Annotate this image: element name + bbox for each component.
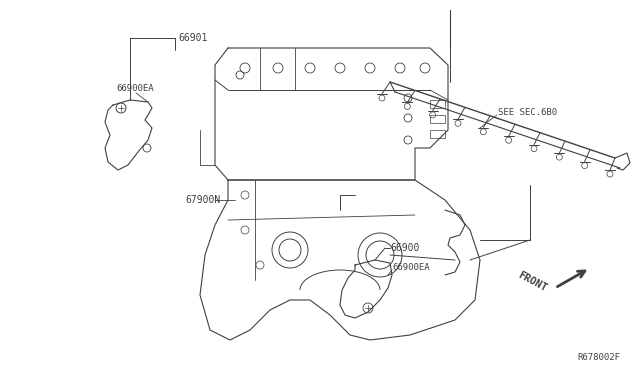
Text: 66900EA: 66900EA	[392, 263, 429, 273]
Bar	[430, 130, 445, 138]
Bar	[430, 115, 445, 123]
Text: 66901: 66901	[179, 33, 208, 43]
Text: 66900EA: 66900EA	[116, 83, 154, 93]
Text: 67900N: 67900N	[185, 195, 220, 205]
Text: R678002F: R678002F	[577, 353, 620, 362]
Text: 66900: 66900	[390, 243, 419, 253]
Bar	[430, 100, 445, 108]
Text: FRONT: FRONT	[516, 270, 548, 294]
Text: SEE SEC.6B0: SEE SEC.6B0	[498, 108, 557, 116]
